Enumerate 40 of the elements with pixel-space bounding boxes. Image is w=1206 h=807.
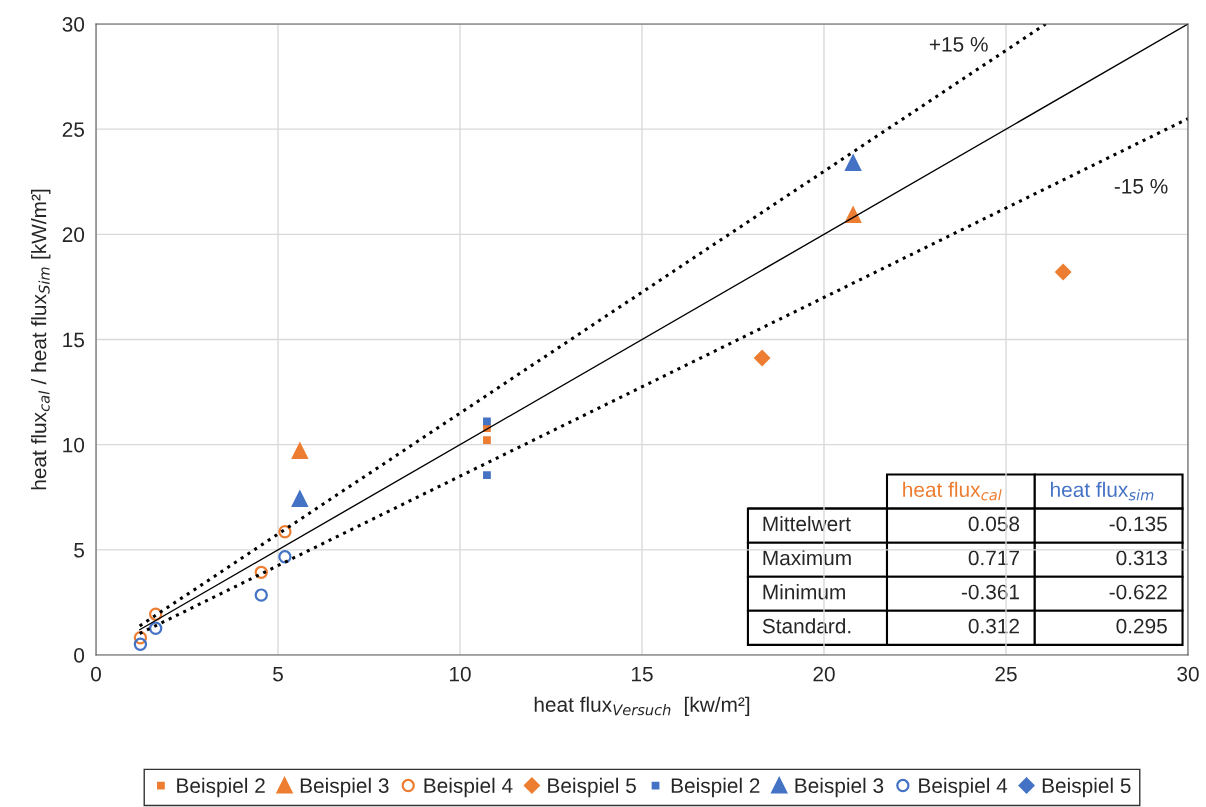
annotation: Maximum: [763, 550, 851, 566]
annotation: Standard.: [762, 618, 851, 634]
y-tick-label: 5: [74, 543, 85, 558]
x-tick-label: 10: [450, 666, 471, 682]
y-tick-label: 10: [63, 437, 85, 453]
annotation: -0.622: [1109, 584, 1167, 600]
x-tick-label: 0: [91, 666, 101, 682]
legend-label: Beispiel 5: [548, 777, 636, 798]
annotation: 0.295: [1116, 618, 1167, 634]
y-axis-title: heat flux$_{cal}$ / heat flux$_{Sim}$ [kW/m²]: [31, 189, 51, 490]
x-axis-title: heat flux$_{Versuch}$ [kw/m²]: [534, 696, 750, 717]
y-tick-label: 25: [62, 122, 85, 137]
x-tick-label: 20: [813, 666, 835, 682]
legend-label: Beispiel 3: [795, 777, 884, 798]
x-tick-label: 30: [1177, 666, 1199, 682]
annotation: 0.058: [968, 516, 1020, 532]
legend-label: Beispiel 4: [919, 777, 1008, 798]
y-tick-label: 0: [74, 648, 85, 663]
annotation: heat flux$_{sim}$: [1050, 481, 1154, 501]
legend-label: Beispiel 4: [424, 777, 513, 798]
legend-label: Beispiel 3: [300, 777, 389, 798]
legend-label: Beispiel 2: [671, 777, 760, 798]
x-tick-label: 25: [995, 666, 1017, 682]
annotation: Mittelwert: [763, 515, 851, 532]
y-tick-label: 30: [62, 17, 85, 32]
annotation: 0.312: [968, 618, 1019, 634]
y-tick-label: 20: [62, 227, 85, 243]
annotation: -0.361: [961, 584, 1019, 600]
annotation: -0.135: [1109, 516, 1167, 532]
annotation: 0.313: [1116, 550, 1167, 566]
annotation: heat flux$_{cal}$: [903, 481, 1002, 501]
annotation: -15 %: [1114, 178, 1168, 194]
x-tick-label: 5: [273, 666, 283, 682]
annotation: 0.717: [968, 550, 1019, 566]
legend-label: Beispiel 2: [177, 777, 265, 798]
x-tick-label: 15: [632, 666, 653, 682]
annotation: Minimum: [763, 584, 845, 600]
legend-label: Beispiel 5: [1042, 777, 1131, 798]
y-tick-label: 15: [63, 332, 85, 348]
annotation: +15 %: [929, 37, 988, 52]
